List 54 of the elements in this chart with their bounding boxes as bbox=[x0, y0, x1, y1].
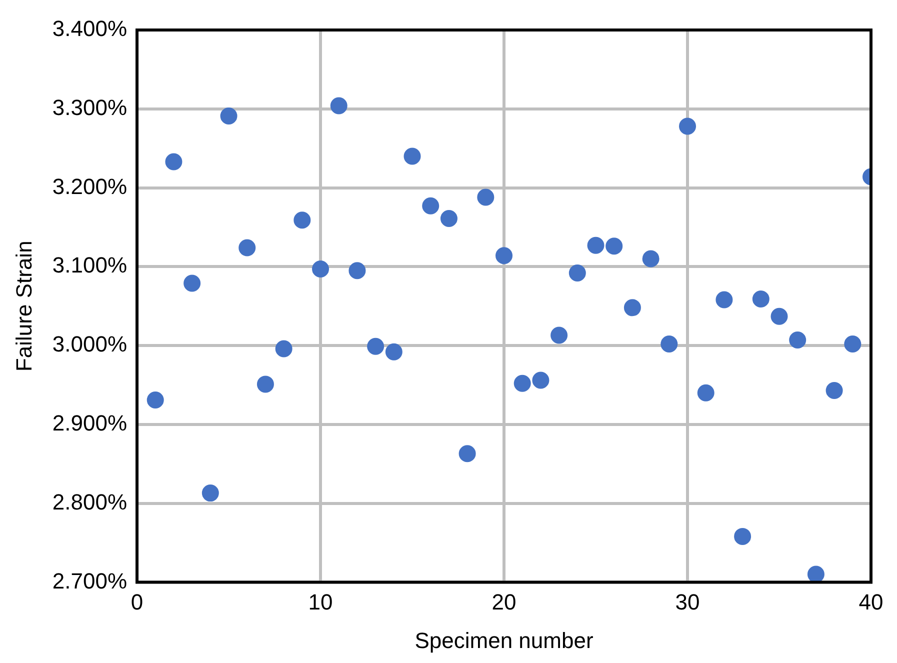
point bbox=[550, 326, 568, 344]
x-tick-label: 40 bbox=[858, 589, 884, 614]
point bbox=[385, 343, 402, 360]
y-axis-title: Failure Strain bbox=[11, 240, 36, 372]
point bbox=[202, 484, 219, 502]
point bbox=[294, 212, 311, 229]
x-tick-label: 20 bbox=[492, 589, 516, 614]
x-axis-title: Specimen number bbox=[414, 628, 594, 653]
point bbox=[660, 335, 678, 352]
point bbox=[770, 308, 788, 325]
point bbox=[826, 382, 843, 400]
x-tick-label: 30 bbox=[675, 589, 700, 614]
point bbox=[697, 384, 714, 402]
point bbox=[642, 250, 660, 268]
point bbox=[679, 118, 696, 135]
point bbox=[807, 566, 824, 582]
y-tick-label: 3.300% bbox=[52, 94, 128, 120]
point bbox=[220, 107, 238, 124]
point bbox=[440, 210, 458, 228]
point bbox=[532, 372, 550, 389]
y-tick-label: 3.200% bbox=[52, 174, 128, 199]
point bbox=[568, 264, 586, 282]
point bbox=[184, 274, 201, 292]
point bbox=[477, 188, 494, 206]
y-tick-label: 2.900% bbox=[52, 410, 128, 436]
point bbox=[514, 374, 531, 392]
point bbox=[789, 332, 806, 349]
point bbox=[404, 148, 421, 165]
y-tick-label: 2.800% bbox=[52, 489, 128, 514]
point bbox=[624, 299, 641, 316]
point bbox=[734, 528, 752, 545]
y-tick-label: 3.100% bbox=[52, 252, 128, 278]
point bbox=[606, 238, 623, 255]
point bbox=[238, 239, 256, 256]
point bbox=[330, 97, 348, 114]
point bbox=[165, 153, 182, 170]
point bbox=[587, 236, 604, 254]
point bbox=[312, 260, 330, 278]
point bbox=[458, 445, 476, 462]
point bbox=[367, 338, 384, 355]
point bbox=[496, 247, 513, 264]
point bbox=[275, 340, 292, 358]
y-tick-label: 3.000% bbox=[52, 332, 128, 357]
x-tick-label: 0 bbox=[130, 589, 144, 614]
point bbox=[844, 335, 862, 352]
y-tick-label: 3.400% bbox=[52, 16, 128, 42]
point bbox=[256, 376, 274, 393]
point bbox=[422, 197, 440, 214]
x-tick-label: 10 bbox=[308, 589, 333, 614]
point bbox=[752, 290, 770, 308]
point bbox=[146, 391, 164, 408]
point bbox=[716, 291, 733, 308]
y-tick-label: 2.700% bbox=[52, 568, 128, 594]
point bbox=[348, 262, 366, 280]
